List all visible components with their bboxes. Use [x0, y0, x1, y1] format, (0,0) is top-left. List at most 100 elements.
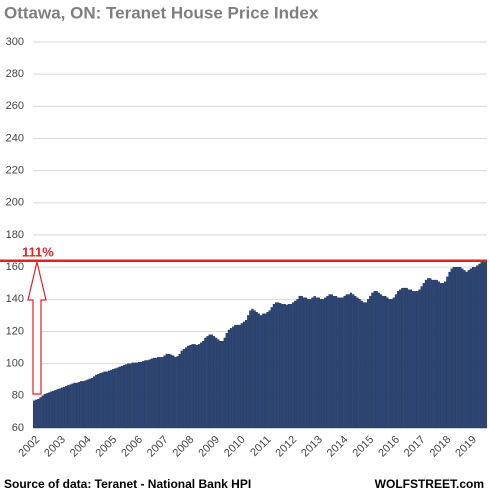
bar — [268, 310, 271, 429]
bar — [277, 302, 280, 429]
bar — [99, 373, 102, 429]
x-tick-label: 2019 — [453, 434, 479, 460]
bar — [125, 364, 128, 429]
bar — [431, 279, 434, 429]
bar — [345, 294, 348, 429]
bar — [80, 381, 83, 429]
bar — [232, 326, 235, 429]
bar — [360, 300, 363, 429]
annotation: 111% — [22, 244, 54, 259]
x-tick-label: 2004 — [68, 434, 94, 460]
x-tick-label: 2017 — [402, 434, 428, 460]
bar — [84, 380, 87, 429]
bar — [165, 353, 168, 429]
bar — [441, 283, 445, 429]
bar — [375, 291, 378, 429]
bar — [461, 268, 464, 429]
bars — [32, 261, 488, 429]
bar — [35, 399, 38, 429]
x-tick-label: 2014 — [325, 434, 351, 460]
bar — [157, 357, 160, 429]
bar — [97, 373, 100, 429]
bar — [144, 360, 147, 429]
bar — [347, 294, 350, 429]
bar — [251, 308, 254, 429]
bar — [54, 390, 57, 429]
bar — [311, 297, 314, 429]
bar — [193, 344, 196, 429]
bar — [334, 295, 338, 429]
bar — [163, 355, 166, 429]
bar — [167, 353, 171, 429]
bar — [339, 297, 342, 429]
bar — [45, 393, 49, 429]
bar — [337, 297, 340, 429]
x-tick-label: 2015 — [351, 434, 377, 460]
bar — [403, 287, 406, 429]
bar — [414, 291, 417, 429]
bar — [146, 360, 149, 429]
x-tick-label: 2018 — [428, 434, 454, 460]
bar — [377, 292, 380, 429]
bar — [110, 369, 113, 429]
bar — [65, 386, 68, 429]
bar — [247, 315, 250, 429]
bar — [450, 268, 453, 429]
bar — [52, 390, 55, 429]
bar — [206, 336, 209, 429]
bar — [43, 394, 46, 429]
bar — [185, 347, 188, 429]
bar — [133, 362, 136, 429]
bar — [120, 365, 123, 429]
bar — [474, 267, 477, 429]
bar — [454, 267, 458, 429]
bar — [69, 384, 72, 429]
bar — [409, 289, 413, 429]
bar — [266, 312, 269, 429]
bar — [390, 299, 393, 429]
bar — [199, 342, 203, 429]
bar — [399, 289, 402, 429]
bar — [221, 340, 224, 429]
bar — [300, 295, 303, 429]
bar — [349, 292, 353, 429]
bar — [62, 386, 66, 429]
grid — [33, 41, 487, 429]
bar — [373, 291, 376, 429]
bar — [255, 312, 258, 429]
bar — [189, 345, 192, 429]
bar — [382, 295, 385, 429]
bar — [379, 294, 383, 429]
bar — [307, 299, 310, 429]
bar — [242, 321, 246, 429]
y-tick-label: 160 — [6, 261, 24, 273]
bar — [217, 339, 220, 429]
bar — [212, 336, 216, 429]
bar — [292, 302, 295, 429]
bar — [32, 400, 36, 429]
bar — [354, 295, 357, 429]
y-tick-label: 300 — [6, 36, 24, 48]
bar — [424, 279, 428, 429]
bar — [41, 395, 44, 429]
bar — [426, 278, 430, 429]
bar — [178, 353, 181, 429]
y-tick-label: 140 — [6, 293, 24, 305]
x-tick-label: 2011 — [248, 434, 273, 459]
y-tick-label: 100 — [6, 358, 24, 370]
source: Source of data: Teranet - National Bank … — [4, 477, 251, 491]
x-tick-label: 2002 — [16, 434, 42, 460]
bar — [330, 294, 333, 429]
bar — [107, 370, 111, 429]
bar — [127, 363, 130, 429]
bar — [392, 297, 395, 429]
x-tick-label: 2008 — [171, 434, 197, 460]
bar — [142, 361, 145, 429]
bar — [482, 262, 485, 429]
bar — [236, 324, 239, 429]
bar — [39, 397, 42, 429]
bar — [418, 289, 421, 429]
bar — [187, 345, 190, 429]
bar — [82, 381, 85, 429]
bar — [259, 315, 263, 429]
